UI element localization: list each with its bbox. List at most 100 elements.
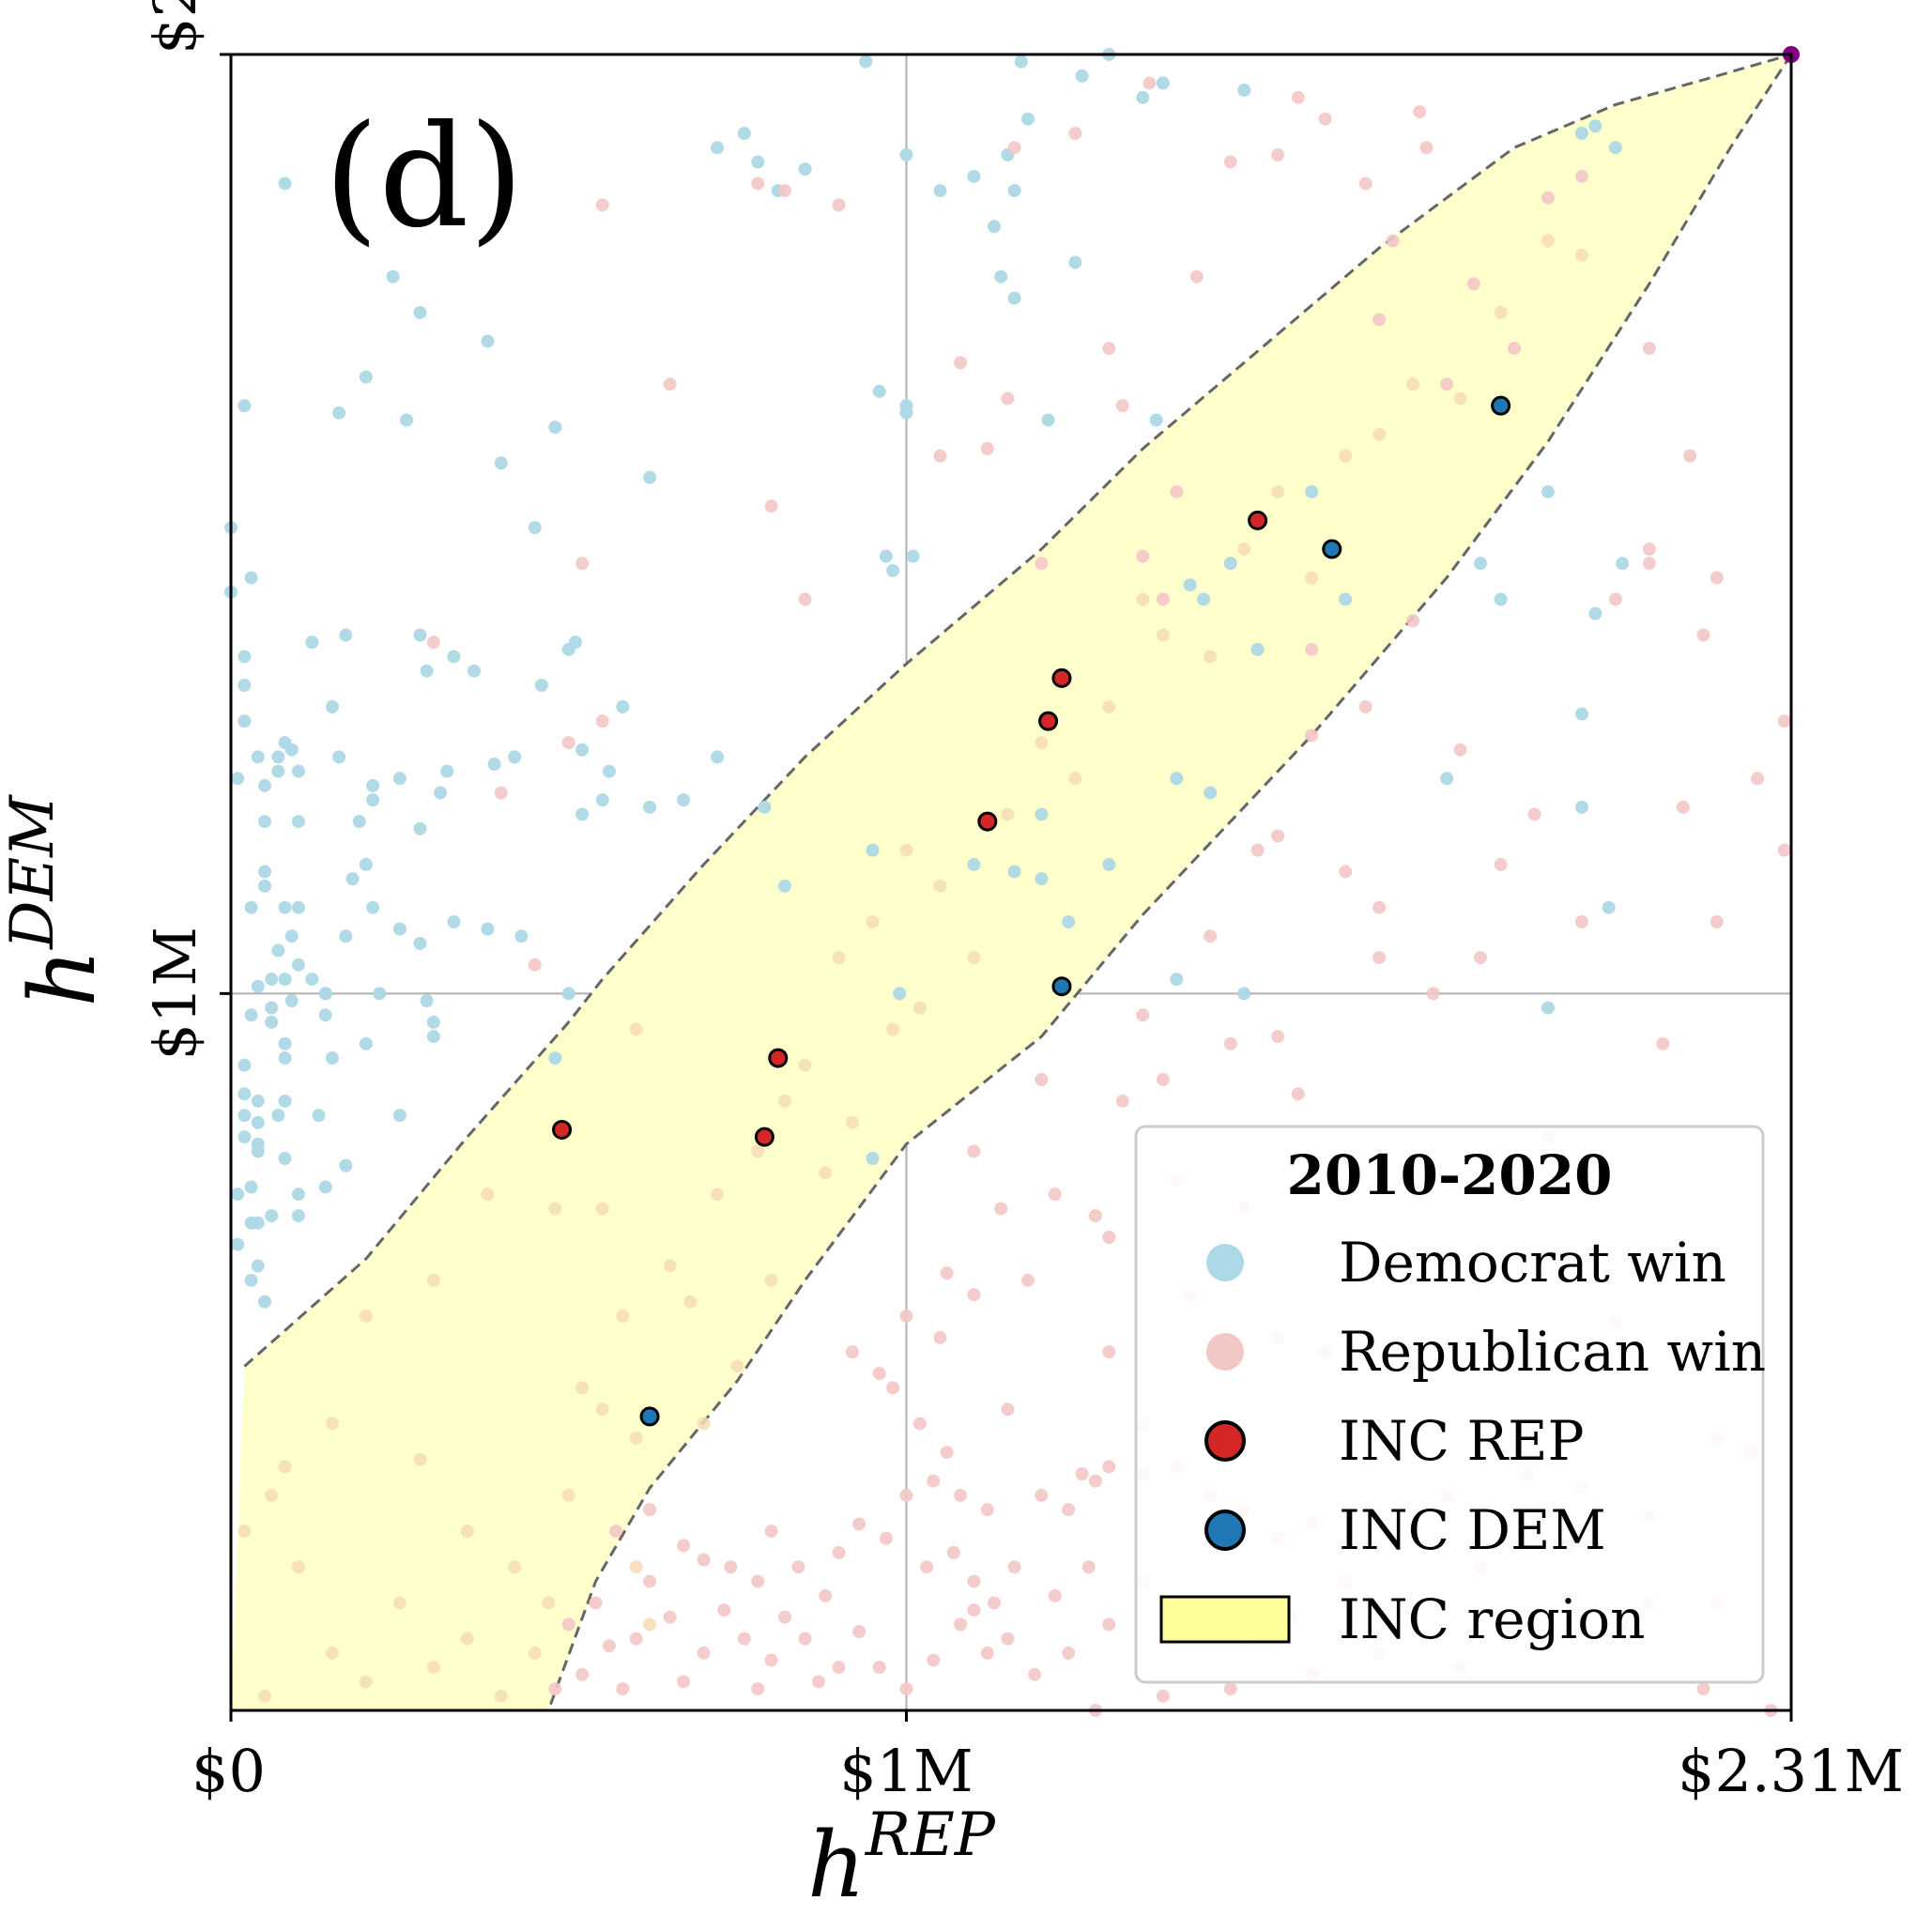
legend-entry-rep: Republican win xyxy=(1206,1320,1766,1384)
inc-region-point xyxy=(494,1689,508,1703)
republican-win-point xyxy=(595,198,609,212)
republican-win-point xyxy=(1305,642,1319,656)
legend-entry-inc_rep: INC REP xyxy=(1204,1409,1585,1473)
republican-win-point xyxy=(920,1560,934,1574)
inc-region-point xyxy=(238,1525,252,1539)
inc-rep-point xyxy=(552,1119,573,1140)
inc-rep-point xyxy=(1038,711,1059,731)
democrat-win-point xyxy=(291,1188,305,1202)
data-points xyxy=(224,46,1800,1717)
inc-region-point xyxy=(1068,772,1082,786)
democrat-win-point xyxy=(1041,413,1055,427)
democrat-win-point xyxy=(400,413,414,427)
legend-label: INC DEM xyxy=(1339,1498,1606,1562)
democrat-win-point xyxy=(1062,915,1076,928)
democrat-win-point xyxy=(711,750,725,764)
democrat-win-point xyxy=(1588,119,1602,133)
democrat-win-point xyxy=(575,743,590,757)
democrat-win-point xyxy=(244,1273,258,1287)
republican-win-point xyxy=(1081,1560,1096,1574)
republican-win-point xyxy=(954,356,968,370)
republican-win-point xyxy=(494,786,508,800)
democrat-win-point xyxy=(278,1051,292,1065)
republican-win-point xyxy=(751,176,765,191)
x-axis-title-superscript: REP xyxy=(865,1801,996,1870)
republican-win-point xyxy=(528,958,542,972)
republican-win-point xyxy=(697,1646,711,1660)
democrat-win-point xyxy=(1102,857,1116,871)
republican-win-point xyxy=(1156,1689,1170,1703)
inc-region-point xyxy=(1372,427,1387,441)
democrat-win-point xyxy=(1204,786,1218,800)
democrat-win-point xyxy=(231,1237,245,1251)
inc-region-point xyxy=(845,1115,859,1129)
democrat-win-point xyxy=(238,650,252,664)
republican-win-point xyxy=(1419,141,1434,155)
republican-win-point xyxy=(1102,1231,1116,1244)
republican-win-point xyxy=(643,1503,657,1517)
inc-region-point xyxy=(359,1675,373,1689)
democrat-win-point xyxy=(325,1051,339,1065)
democrat-win-point xyxy=(284,994,299,1007)
inc-region-point xyxy=(912,1001,927,1015)
democrat-win-point xyxy=(278,900,292,914)
republican-win-point xyxy=(548,1682,562,1696)
republican-win-point xyxy=(751,1574,765,1588)
democrat-win-point xyxy=(487,758,501,771)
democrat-win-point xyxy=(1149,413,1163,427)
legend-label: INC region xyxy=(1339,1587,1645,1651)
republican-win-point xyxy=(1339,865,1353,879)
inc-region-point xyxy=(325,1417,339,1431)
legend-swatch-region xyxy=(1159,1595,1291,1644)
inc-rep-point xyxy=(977,811,998,832)
inc-region-point xyxy=(359,1310,373,1323)
republican-win-point xyxy=(1223,1036,1237,1050)
democrat-win-point xyxy=(251,1259,265,1273)
republican-win-point xyxy=(677,1539,691,1553)
inc-region-point xyxy=(291,1560,305,1574)
inc-region-fill xyxy=(231,54,1791,1710)
democrat-win-point xyxy=(677,793,691,807)
democrat-win-point xyxy=(284,929,299,943)
democrat-win-point xyxy=(339,929,353,943)
republican-win-point xyxy=(811,1675,825,1689)
legend-marker-inc_dem xyxy=(1204,1510,1246,1551)
democrat-win-point xyxy=(568,636,582,650)
democrat-win-point xyxy=(1440,772,1454,786)
democrat-win-point xyxy=(244,1180,258,1194)
republican-win-point xyxy=(677,1675,691,1689)
x-tick-label: $2.31M xyxy=(1678,1737,1904,1805)
republican-win-point xyxy=(1223,1682,1237,1696)
legend-entries: Democrat win Republican win INC REP INC DEM… xyxy=(1159,1231,1766,1651)
republican-win-point xyxy=(1088,1209,1102,1223)
inc-region-point xyxy=(257,1689,271,1703)
republican-win-point xyxy=(1453,743,1467,757)
republican-win-point xyxy=(899,1310,913,1323)
legend-entry-dem: Democrat win xyxy=(1206,1231,1726,1295)
democrat-win-point xyxy=(447,650,461,664)
democrat-win-point xyxy=(373,987,387,1001)
republican-win-point xyxy=(1136,1008,1150,1022)
republican-win-point xyxy=(980,1503,994,1517)
democrat-win-point xyxy=(426,1030,440,1044)
inc-region-point xyxy=(629,1022,643,1036)
republican-win-point xyxy=(1291,1087,1305,1101)
x-axis-title-base: h xyxy=(807,1813,866,1918)
republican-win-point xyxy=(1271,147,1285,161)
democrat-win-point xyxy=(616,699,630,713)
republican-win-point xyxy=(1156,592,1170,606)
republican-win-point xyxy=(832,198,846,212)
republican-win-point xyxy=(1007,141,1021,155)
inc-region-point xyxy=(933,879,947,893)
legend-title: 2010-2020 xyxy=(1287,1143,1613,1207)
republican-win-point xyxy=(1102,342,1116,356)
republican-win-point xyxy=(940,1446,954,1460)
republican-win-point xyxy=(724,1560,738,1574)
republican-win-point xyxy=(663,377,677,391)
democrat-win-point xyxy=(291,764,305,778)
democrat-win-point xyxy=(332,750,346,764)
democrat-win-point xyxy=(318,987,332,1001)
inc-region-point xyxy=(683,1295,698,1309)
democrat-win-point xyxy=(1183,578,1197,592)
democrat-win-point xyxy=(238,679,252,692)
